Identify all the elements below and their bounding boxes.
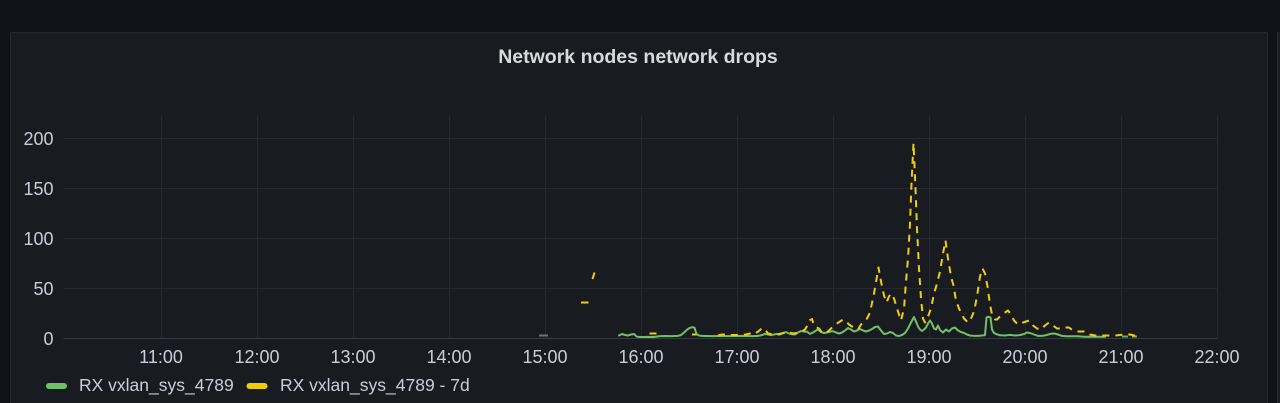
svg-text:15:00: 15:00 — [522, 347, 567, 367]
svg-text:RX vxlan_sys_4789: RX vxlan_sys_4789 — [79, 375, 234, 396]
svg-text:18:00: 18:00 — [810, 347, 855, 367]
svg-text:20:00: 20:00 — [1002, 347, 1047, 367]
svg-text:0: 0 — [43, 329, 53, 349]
svg-text:RX vxlan_sys_4789 - 7d: RX vxlan_sys_4789 - 7d — [280, 375, 470, 396]
svg-text:50: 50 — [33, 279, 53, 299]
svg-text:11:00: 11:00 — [139, 347, 183, 367]
svg-text:14:00: 14:00 — [426, 347, 471, 367]
svg-text:13:00: 13:00 — [330, 347, 375, 367]
svg-text:17:00: 17:00 — [714, 347, 759, 367]
svg-text:16:00: 16:00 — [618, 347, 663, 367]
svg-text:19:00: 19:00 — [906, 347, 951, 367]
svg-text:150: 150 — [23, 179, 53, 199]
svg-text:200: 200 — [23, 129, 53, 149]
svg-text:21:00: 21:00 — [1098, 347, 1143, 367]
svg-text:22:00: 22:00 — [1194, 347, 1239, 367]
svg-text:100: 100 — [23, 229, 53, 249]
svg-text:12:00: 12:00 — [234, 347, 279, 367]
svg-text:Network nodes network drops: Network nodes network drops — [498, 46, 778, 68]
